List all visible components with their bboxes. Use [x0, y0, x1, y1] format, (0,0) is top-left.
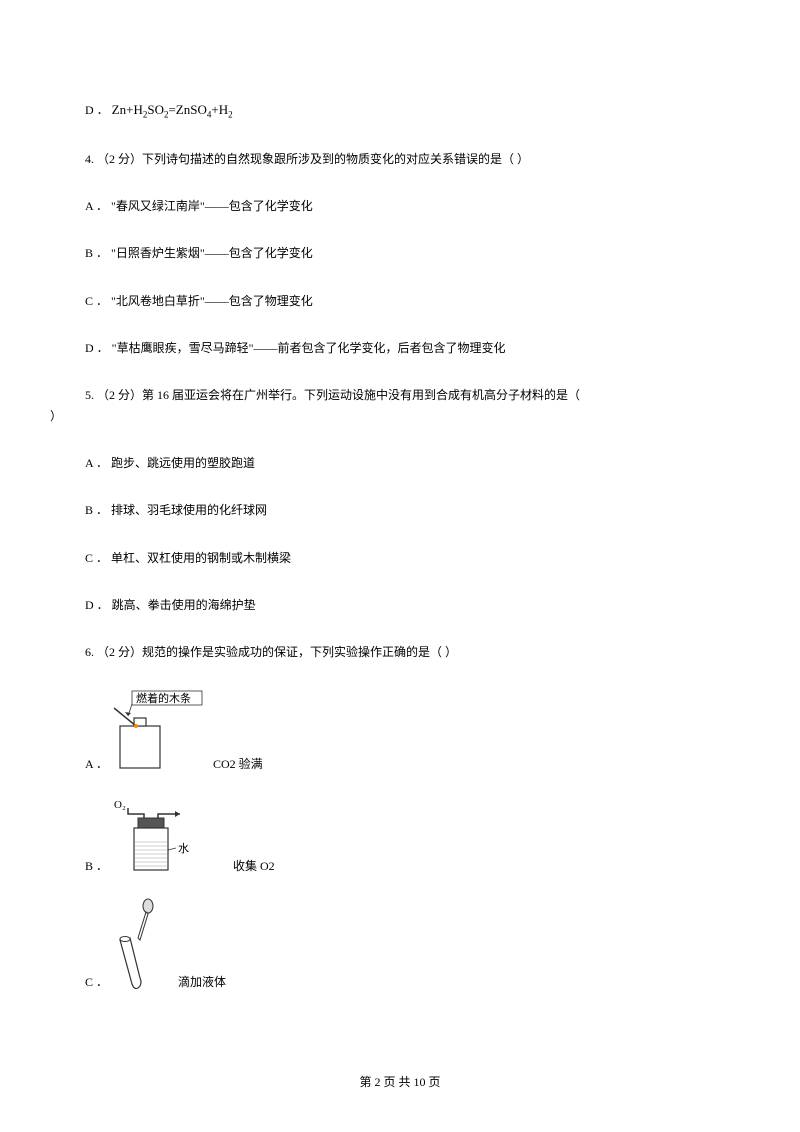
q4-stem: 4. （2 分）下列诗句描述的自然现象跟所涉及到的物质变化的对应关系错误的是（ …: [85, 150, 715, 169]
formula-image: Zn+H2SO2=ZnSO4+H2: [112, 100, 233, 122]
q5-stem-l1: 5. （2 分）第 16 届亚运会将在广州举行。下列运动设施中没有用到合成有机高…: [85, 386, 715, 405]
q6-stem: 6. （2 分）规范的操作是实验成功的保证，下列实验操作正确的是（ ）: [85, 643, 715, 662]
q5-opt-d: D ． 跳高、拳击使用的海绵护垫: [85, 596, 715, 615]
q4-opt-b: B ． "日照香炉生紫烟"——包含了化学变化: [85, 244, 715, 263]
q4-opt-c: C ． "北风卷地白草折"——包含了物理变化: [85, 292, 715, 311]
q6-b-diagram: O₂: [108, 796, 223, 878]
q5-opt-c: C ． 单杠、双杠使用的钢制或木制横梁: [85, 549, 715, 568]
q6-a-prefix: A ．: [85, 755, 108, 776]
page-footer: 第 2 页 共 10 页: [0, 1073, 800, 1090]
q6-opt-b: B ． O₂: [85, 796, 715, 878]
q5-stem-l2: ）: [49, 407, 715, 426]
q6-a-label: CO2 验满: [213, 755, 263, 776]
q6-b-label: 收集 O2: [233, 857, 275, 878]
q6-opt-a: A ． 燃着的木条 CO2 验满: [85, 690, 715, 776]
page-content: D ． Zn+H2SO2=ZnSO4+H2 4. （2 分）下列诗句描述的自然现…: [0, 0, 800, 1034]
q6-c-prefix: C ．: [85, 973, 108, 994]
q6-c-diagram: [108, 898, 168, 994]
burning-stick-label: 燃着的木条: [136, 691, 191, 705]
q4-opt-a: A ． "春风又绿江南岸"——包含了化学变化: [85, 197, 715, 216]
opt-d-prefix: D ．: [85, 101, 109, 120]
o2-label: O₂: [114, 799, 126, 811]
q6-b-prefix: B ．: [85, 857, 108, 878]
q6-a-diagram: 燃着的木条: [108, 690, 203, 776]
prev-opt-d: D ． Zn+H2SO2=ZnSO4+H2: [85, 100, 715, 122]
water-label: 水: [178, 842, 189, 855]
q5-opt-b: B ． 排球、羽毛球使用的化纤球网: [85, 501, 715, 520]
q5-opt-a: A ． 跑步、跳远使用的塑胶跑道: [85, 454, 715, 473]
q4-opt-d: D ． "草枯鹰眼疾，雪尽马蹄轻"——前者包含了化学变化，后者包含了物理变化: [85, 339, 715, 358]
q6-opt-c: C ． 滴加液体: [85, 898, 715, 994]
q6-c-label: 滴加液体: [178, 973, 226, 994]
